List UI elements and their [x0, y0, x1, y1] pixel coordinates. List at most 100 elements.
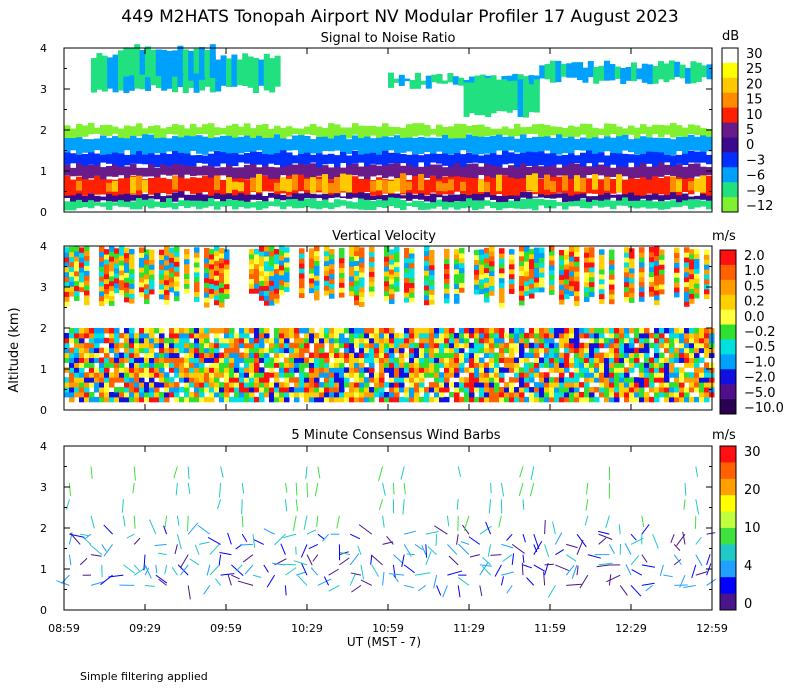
vv-cell	[354, 372, 360, 378]
wind-barb	[317, 533, 325, 540]
vv-cell	[624, 276, 630, 283]
vv-cell	[129, 298, 135, 304]
vv-cell	[499, 391, 505, 398]
vv-cell	[609, 332, 615, 339]
vv-cell	[679, 387, 685, 393]
vv-cell	[149, 284, 155, 290]
snr-cell	[388, 163, 395, 177]
snr-cell	[250, 202, 257, 208]
vv-cell	[214, 299, 220, 306]
snr-cell	[142, 180, 149, 193]
vv-cell	[429, 299, 435, 305]
vv-cell	[509, 258, 515, 265]
vv-cell	[484, 272, 490, 278]
vv-cell	[674, 352, 680, 359]
snr-cell	[340, 200, 347, 206]
snr-cell	[346, 139, 353, 154]
wind-barb	[425, 531, 439, 535]
vv-cell	[659, 274, 665, 280]
vv-cell	[259, 387, 265, 393]
snr-cell	[298, 150, 305, 164]
vv-cell	[549, 342, 555, 349]
snr-cell	[478, 133, 485, 155]
snr-cell	[526, 137, 533, 152]
vv-cell	[409, 347, 415, 354]
vv-cell	[599, 288, 605, 295]
snr-cell	[706, 154, 713, 165]
snr-cell	[460, 134, 467, 151]
vv-cell	[484, 391, 490, 398]
vv-cell	[384, 362, 390, 368]
vv-cell	[399, 372, 405, 378]
snr-cell	[532, 198, 539, 211]
vv-cell	[104, 288, 110, 294]
vv-cell	[644, 391, 650, 398]
wind-barb	[227, 573, 232, 586]
vv-cell	[444, 328, 450, 334]
vv-cell	[649, 367, 655, 373]
snr-cell	[528, 84, 535, 113]
vv-cell	[534, 387, 540, 393]
vv-cell	[239, 332, 245, 339]
vv-cell	[559, 391, 565, 398]
snr-cell	[544, 199, 551, 209]
vv-cell	[149, 264, 155, 270]
vv-cell	[529, 387, 535, 393]
vv-cell	[614, 337, 620, 344]
vv-cell	[639, 257, 645, 263]
snr-cell	[268, 192, 275, 198]
vv-cell	[204, 257, 210, 264]
snr-cell	[286, 126, 293, 137]
vv-cell	[324, 290, 330, 296]
snr-cell	[604, 191, 611, 200]
vv-cell	[149, 254, 155, 260]
vv-cell	[704, 293, 710, 300]
vv-cell	[279, 342, 285, 349]
vv-cell	[124, 328, 130, 334]
vv-cell	[574, 328, 580, 334]
vv-cell	[79, 391, 85, 398]
vv-cell	[259, 337, 265, 344]
snr-cell	[208, 198, 215, 207]
vv-cell	[549, 332, 555, 339]
snr-cell	[622, 153, 629, 168]
vv-cell	[99, 347, 105, 354]
vv-colorbar: m/s 2.01.00.50.20.0−0.2−0.5−1.0−2.0−5.0−…	[712, 229, 784, 416]
vv-cell	[104, 328, 110, 334]
wind-barb	[155, 564, 158, 574]
vv-cell	[99, 377, 105, 383]
vv-cell	[444, 387, 450, 393]
vv-cell	[639, 337, 645, 344]
vv-cell	[654, 245, 660, 252]
vv-cell	[474, 284, 480, 290]
vv-cell	[429, 387, 435, 393]
vv-cell	[74, 256, 80, 262]
snr-cell	[598, 164, 605, 176]
snr-cell	[118, 178, 125, 195]
vv-cell	[344, 382, 350, 388]
vv-cell	[169, 362, 175, 368]
snr-cell	[646, 150, 653, 164]
vv-cell	[279, 332, 285, 339]
vv-cell	[609, 382, 615, 388]
snr-cell	[706, 64, 713, 80]
snr-cell	[193, 48, 200, 74]
snr-cell	[232, 181, 239, 190]
vv-cell	[159, 342, 165, 349]
vv-cell	[674, 257, 680, 263]
vv-cell	[259, 270, 265, 277]
vv-cell	[129, 362, 135, 368]
vv-cell	[659, 254, 665, 260]
vv-cell	[164, 274, 170, 281]
vv-cell	[469, 352, 475, 359]
vv-cell	[434, 332, 440, 339]
snr-cell	[394, 197, 401, 208]
vv-cell	[149, 342, 155, 349]
snr-cell	[628, 125, 635, 135]
vv-cell	[194, 257, 200, 263]
vv-cell	[699, 396, 705, 403]
vv-cell	[554, 396, 560, 403]
snr-cell	[160, 177, 167, 194]
vv-cell	[409, 396, 415, 403]
vv-cell	[164, 352, 170, 359]
